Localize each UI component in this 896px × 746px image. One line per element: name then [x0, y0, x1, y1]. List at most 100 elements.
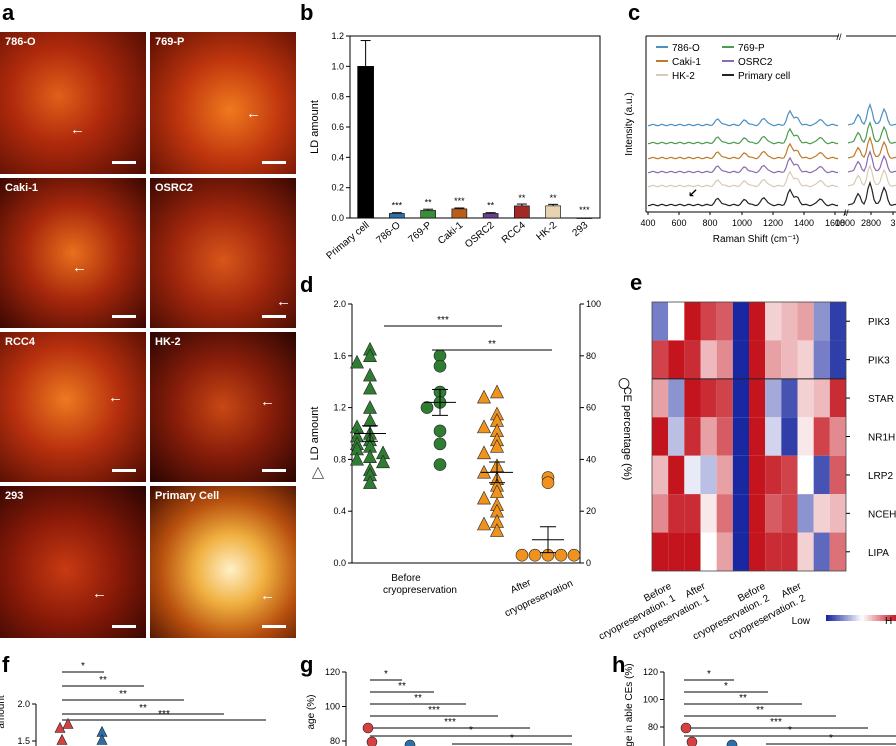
panel-e-legend-gradient	[864, 615, 866, 621]
panel-c-xtick-label: 1800	[835, 218, 855, 228]
panel-h-circle-point	[686, 736, 698, 746]
panel-g-circle-point	[366, 736, 378, 746]
panel-e-heatmap-cell	[797, 378, 814, 418]
panel-c-spectrum-line	[647, 120, 896, 145]
panel-e-legend-gradient	[884, 615, 886, 621]
panel-e-heatmap-cell	[700, 455, 717, 495]
panel-d-circle-point	[433, 359, 447, 373]
scale-bar	[112, 469, 136, 472]
panel-b-category-label: RCC4	[500, 220, 528, 246]
scale-bar	[112, 625, 136, 628]
panel-c-spectrum-line	[647, 135, 896, 160]
panel-e-heatmap-cell	[668, 494, 685, 533]
panel-f-ytick-label: 1.5	[17, 736, 30, 746]
panel-d-triangle-point	[490, 438, 504, 453]
panel-d-triangle-point	[490, 477, 504, 492]
panel-d-triangle-point	[490, 406, 504, 421]
panel-e-heatmap-cell	[732, 340, 749, 379]
panel-d-circle-point	[433, 424, 447, 438]
panel-e-heatmap-cell	[813, 378, 830, 418]
panel-f-ytick-label: 2.0	[17, 699, 30, 709]
panel-b-ytick-label: 0.6	[331, 122, 344, 132]
panel-b-ylabel: LD amount	[309, 100, 321, 154]
panel-d-triangle-point	[350, 436, 364, 451]
arrow-icon: ←	[260, 393, 275, 410]
panel-e-heatmap-cell	[716, 455, 733, 495]
panel-c-spectrum-line	[647, 149, 896, 174]
panel-d-category-label: Before	[391, 573, 421, 584]
panel-d-ytick-left-label: 1.2	[333, 403, 346, 413]
micrograph-label: HK-2	[155, 336, 181, 348]
panel-d-ylabel-circle	[618, 378, 630, 389]
panel-e-legend-gradient	[856, 615, 858, 621]
panel-c-xtick-label: 400	[640, 218, 655, 228]
panel-d-triangle-point	[376, 454, 390, 469]
panel-h-ytick-label: 100	[643, 695, 658, 705]
panel-e-row-label: PIK3	[868, 356, 890, 367]
panel-d-ytick-left-label: 0.4	[333, 506, 346, 516]
panel-e-heatmap-cell	[781, 378, 798, 418]
panel-e-heatmap-cell	[781, 494, 798, 533]
panel-e-heatmap-cell	[652, 532, 669, 571]
panel-e-legend-gradient	[830, 615, 832, 621]
panel-e-heatmap-cell	[797, 302, 814, 341]
panel-d-ytick-right-label: 80	[586, 351, 596, 361]
panel-g-ytick-label: 80	[330, 736, 340, 746]
panel-c-legend-label: Caki-1	[672, 57, 701, 68]
panel-e-column-label: Before	[736, 581, 768, 605]
panel-h-circle-point	[680, 722, 692, 734]
panel-e-heatmap-cell	[829, 378, 846, 418]
panel-c-xtick-label: 3	[890, 218, 895, 228]
panel-d-circle-point	[554, 548, 568, 562]
panel-c-peak-arrow: ↙	[688, 186, 698, 200]
panel-h-circle-point	[726, 739, 738, 746]
panel-e-heatmap-cell	[700, 494, 717, 533]
panel-d-triangle-point	[477, 445, 491, 460]
panel-d-circle-point	[541, 476, 555, 490]
panel-c-xlabel: Raman Shift (cm⁻¹)	[713, 234, 799, 245]
panel-f-significance: **	[119, 689, 127, 700]
panel-b-category-label: Primary cell	[324, 220, 371, 262]
panel-e-heatmap-cell	[781, 340, 798, 379]
panel-e-heatmap-cell	[652, 340, 669, 379]
panel-e-heatmap-cell	[797, 494, 814, 533]
panel-d-circle-point	[433, 437, 447, 451]
panel-d-triangle-point	[363, 367, 377, 382]
panel-c-xtick-label: 2800	[861, 218, 881, 228]
panel-d-triangle-point	[477, 389, 491, 404]
panel-b-category-label: 293	[570, 220, 590, 239]
panel-h-ytick-label: 120	[643, 667, 658, 677]
panel-b-bar	[420, 210, 436, 219]
panel-e-heatmap-cell	[829, 532, 846, 571]
panel-c-legend-label: OSRC2	[738, 57, 773, 68]
panel-e-heatmap-cell	[652, 455, 669, 495]
micrograph-label: Primary Cell	[155, 490, 220, 502]
panel-d-circle-point	[528, 548, 542, 562]
panel-e-legend-gradient	[832, 615, 834, 621]
panel-h-significance: *	[724, 681, 728, 692]
panel-f-significance: **	[99, 675, 107, 686]
panel-d-circle-point	[567, 548, 581, 562]
panel-e-legend-gradient	[866, 615, 868, 621]
panel-e-column-label: Before	[642, 581, 674, 605]
panel-h-significance: *	[829, 733, 833, 744]
panel-letter-c: c	[628, 0, 641, 25]
panel-d-category-label: cryopreservation	[503, 578, 575, 619]
micrograph-osrc2: OSRC2 ←	[150, 178, 296, 328]
micrograph-label: 769-P	[155, 36, 185, 48]
micrograph-293: 293 ←	[0, 486, 146, 638]
panel-c-axis-break: //	[836, 32, 842, 42]
panel-e-heatmap-cell	[684, 455, 701, 495]
panel-c-xtick-label: 600	[671, 218, 686, 228]
panel-e-heatmap-cell	[765, 417, 782, 456]
arrow-icon: ←	[72, 259, 87, 276]
panel-c-xtick-label: 1600	[825, 218, 845, 228]
panel-d-triangle-point	[363, 425, 377, 440]
panel-e-heatmap-cell	[749, 378, 766, 418]
panel-d-circle-point	[433, 396, 447, 409]
panel-e-heatmap-cell	[668, 340, 685, 379]
panel-g-circle-point	[362, 722, 374, 734]
panel-e-heatmap-cell	[797, 532, 814, 571]
panel-b-ytick-label: 1.0	[331, 61, 344, 71]
panel-e-heatmap-cell	[813, 532, 830, 571]
